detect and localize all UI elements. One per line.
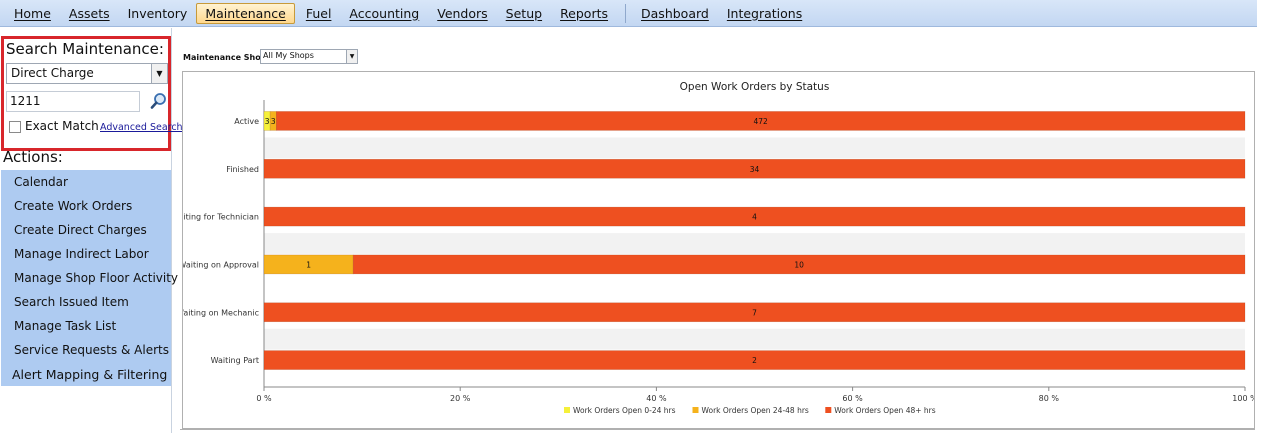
legend-label: Work Orders Open 24-48 hrs: [702, 406, 809, 415]
action-manage-task-list[interactable]: Manage Task List: [14, 319, 117, 333]
legend-swatch: [692, 407, 699, 413]
search-type-value: Direct Charge: [11, 66, 94, 80]
magnifier-icon[interactable]: [150, 92, 168, 110]
x-tick-label: 0 %: [256, 394, 272, 403]
menu-reports[interactable]: Reports: [560, 5, 609, 21]
bar-segment: [263, 158, 1246, 179]
bar-segment: [263, 350, 1246, 370]
chevron-down-icon[interactable]: ▼: [151, 64, 167, 83]
x-tick-label: 100 %: [1232, 394, 1254, 403]
search-maintenance-panel: Search Maintenance: Direct Charge ▼ 1211…: [1, 36, 183, 151]
legend-label: Work Orders Open 0-24 hrs: [573, 406, 676, 415]
menu-vendors[interactable]: Vendors: [437, 5, 488, 21]
legend-swatch: [825, 407, 832, 413]
data-label: 3: [271, 117, 276, 126]
action-calendar[interactable]: Calendar: [14, 175, 68, 189]
menu-maintenance[interactable]: Maintenance: [196, 2, 295, 24]
exact-match-label: Exact Match: [25, 119, 99, 133]
action-create-work-orders[interactable]: Create Work Orders: [14, 199, 133, 213]
data-label: 2: [752, 356, 757, 365]
maintenance-shop-label: Maintenance Shop:: [183, 53, 270, 62]
data-label: 3: [265, 117, 270, 126]
bar-segment: [263, 302, 1246, 323]
maintenance-shop-value: All My Shops: [263, 51, 314, 60]
y-category-label: Waiting on Mechanic: [183, 308, 259, 317]
plot-band: [264, 233, 1245, 254]
data-label: 10: [794, 260, 804, 269]
menu-accounting[interactable]: Accounting: [349, 5, 420, 21]
data-label: 34: [750, 165, 760, 174]
y-category-label: Finished: [226, 165, 259, 174]
sidebar: Search Maintenance: Direct Charge ▼ 1211…: [0, 28, 183, 433]
menu-inventory[interactable]: Inventory: [127, 5, 188, 21]
menu-home[interactable]: Home: [14, 5, 51, 21]
action-search-issued-item[interactable]: Search Issued Item: [14, 295, 129, 309]
action-manage-shop-floor-activity[interactable]: Manage Shop Floor Activity: [14, 271, 179, 285]
maintenance-shop-select[interactable]: All My Shops ▼: [260, 49, 358, 64]
y-category-label: Active: [234, 117, 259, 126]
plot-band: [264, 328, 1245, 350]
menu-fuel[interactable]: Fuel: [305, 5, 332, 21]
data-label: 4: [752, 213, 757, 222]
chart-panel: Open Work Orders by Status 0 % 20 % 40 % 60 …: [171, 71, 1258, 429]
action-alert-mapping-filtering[interactable]: Alert Mapping & Filtering: [12, 367, 168, 382]
plot-band: [264, 137, 1245, 159]
data-label: 7: [752, 308, 757, 317]
action-manage-indirect-labor[interactable]: Manage Indirect Labor: [14, 247, 149, 261]
menu-setup[interactable]: Setup: [505, 5, 543, 21]
advanced-search-link[interactable]: Advanced Search: [100, 122, 183, 133]
action-create-direct-charges[interactable]: Create Direct Charges: [14, 223, 147, 237]
actions-title: Actions:: [3, 148, 63, 166]
legend-swatch: [564, 407, 570, 413]
search-type-select[interactable]: Direct Charge ▼: [6, 63, 168, 84]
data-label: 1: [306, 260, 311, 269]
chart-title: Open Work Orders by Status: [680, 81, 830, 93]
action-service-requests-alerts[interactable]: Service Requests & Alerts: [14, 343, 169, 357]
data-label: 472: [753, 117, 768, 126]
x-tick-label: 40 %: [646, 394, 667, 403]
main-menu-bar: Home Assets Inventory Maintenance Fuel A…: [0, 0, 1257, 27]
search-title: Search Maintenance:: [6, 40, 164, 58]
actions-list: Calendar Create Work Orders Create Direc…: [1, 170, 179, 386]
menu-dashboard[interactable]: Dashboard: [641, 5, 709, 21]
chevron-down-icon[interactable]: ▼: [346, 50, 357, 63]
bar-segment: [276, 111, 1246, 131]
x-tick-label: 60 %: [842, 394, 863, 403]
y-category-label: Waiting Part: [211, 356, 259, 365]
search-input[interactable]: 1211: [6, 91, 140, 112]
y-category-label: Waiting on Approval: [183, 260, 259, 269]
bar-segment: [352, 254, 1246, 275]
exact-match-checkbox[interactable]: [9, 121, 21, 133]
x-tick-label: 80 %: [1039, 394, 1060, 403]
y-category-label: Waiting for Technician: [183, 213, 259, 222]
menu-assets[interactable]: Assets: [68, 5, 110, 21]
x-tick-label: 20 %: [450, 394, 471, 403]
menu-separator: [625, 3, 627, 23]
bar-segment: [263, 206, 1246, 227]
open-work-orders-chart: Open Work Orders by Status 0 % 20 % 40 % 60 …: [171, 81, 1258, 415]
legend-label: Work Orders Open 48+ hrs: [834, 406, 935, 415]
main-content: Maintenance Shop: All My Shops ▼ Open Wo…: [171, 36, 1261, 433]
menu-integrations[interactable]: Integrations: [726, 5, 803, 21]
bottom-divider: [180, 429, 1255, 430]
